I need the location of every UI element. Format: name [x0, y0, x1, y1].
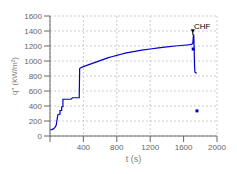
svg-text:1200: 1200 [141, 143, 159, 152]
svg-text:t (s): t (s) [126, 154, 142, 164]
svg-text:400: 400 [29, 102, 43, 111]
svg-text:2000: 2000 [208, 143, 226, 152]
svg-text:q" (kW/m²): q" (kW/m²) [10, 57, 19, 95]
svg-text:800: 800 [110, 143, 124, 152]
svg-text:800: 800 [29, 72, 43, 81]
svg-text:1600: 1600 [175, 143, 193, 152]
svg-text:200: 200 [29, 117, 43, 126]
svg-text:1200: 1200 [24, 42, 42, 51]
svg-text:CHF: CHF [194, 22, 211, 31]
svg-text:400: 400 [77, 143, 91, 152]
svg-text:1400: 1400 [24, 27, 42, 36]
svg-text:0: 0 [38, 132, 43, 141]
svg-text:1000: 1000 [24, 57, 42, 66]
svg-text:1600: 1600 [24, 12, 42, 21]
svg-text:600: 600 [29, 87, 43, 96]
